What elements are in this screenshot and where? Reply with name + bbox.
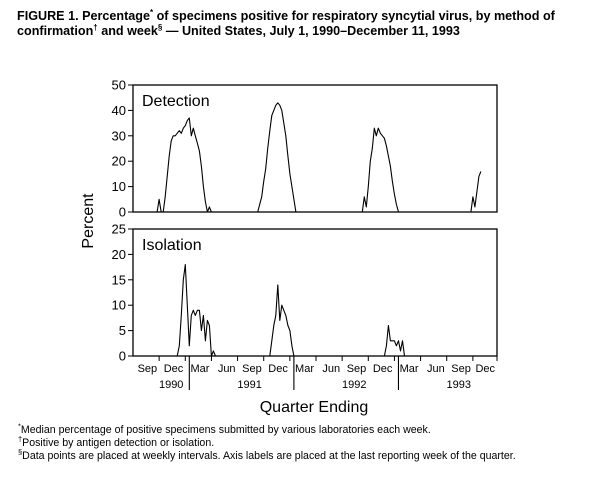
title-text-2: of specimens positive for respiratory sy… <box>17 9 555 38</box>
y-tick-label-2-10: 10 <box>112 298 126 313</box>
x-tick-label-5: Dec <box>268 363 288 375</box>
y-tick-label-1-50: 50 <box>112 78 126 93</box>
y-tick-label-1-10: 10 <box>112 179 126 194</box>
x-tick-label-8: Sep <box>347 363 367 375</box>
y-tick-label-1-0: 0 <box>119 205 126 220</box>
x-tick-label-12: Sep <box>451 363 471 375</box>
x-axis-title: Quarter Ending <box>260 399 369 416</box>
x-tick-label-0: Sep <box>138 363 158 375</box>
panel-label-1: Detection <box>142 93 210 110</box>
y-tick-label-2-15: 15 <box>112 272 126 287</box>
footnote-1: *Median percentage of positive specimens… <box>18 421 598 436</box>
y-tick-label-1-30: 30 <box>112 128 126 143</box>
series-line-1 <box>133 102 482 213</box>
footnote-3-mark: § <box>18 447 23 457</box>
footnote-3-text: Data points are placed at weekly interva… <box>22 450 516 462</box>
x-tick-label-1: Dec <box>164 363 184 375</box>
title-text-3: and week <box>97 24 158 38</box>
x-tick-label-4: Sep <box>242 363 262 375</box>
footnote-1-mark: * <box>18 421 21 431</box>
x-tick-label-11: Jun <box>427 363 445 375</box>
year-label-1: 1991 <box>237 379 261 391</box>
year-label-2: 1992 <box>342 379 366 391</box>
title-mark-2: † <box>93 22 98 32</box>
y-tick-label-2-0: 0 <box>119 349 126 364</box>
year-label-3: 1993 <box>447 379 471 391</box>
y-tick-label-2-20: 20 <box>112 247 126 262</box>
footnote-3: §Data points are placed at weekly interv… <box>18 447 598 462</box>
x-tick-label-6: Mar <box>295 363 314 375</box>
title-mark-1: * <box>149 7 154 17</box>
title-text-4: — United States, July 1, 1990–December 1… <box>162 24 460 38</box>
footnote-2-text: Positive by antigen detection or isolati… <box>22 437 215 449</box>
x-tick-label-13: Dec <box>475 363 495 375</box>
year-label-0: 1990 <box>159 379 183 391</box>
footnote-1-text: Median percentage of positive specimens … <box>20 424 431 436</box>
x-tick-label-3: Jun <box>218 363 236 375</box>
x-tick-label-2: Mar <box>190 363 209 375</box>
series-line-2 <box>133 264 497 357</box>
y-tick-label-2-25: 25 <box>112 222 126 237</box>
y-tick-label-1-20: 20 <box>112 154 126 169</box>
y-tick-label-1-40: 40 <box>112 103 126 118</box>
panel-label-2: Isolation <box>142 237 202 254</box>
title-mark-3: § <box>157 22 163 32</box>
figure-title: FIGURE 1. Percentage* of specimens posit… <box>17 7 592 39</box>
x-tick-label-10: Mar <box>400 363 419 375</box>
footnote-2-mark: † <box>18 434 23 444</box>
y-axis-title: Percent <box>80 193 97 249</box>
x-tick-label-9: Dec <box>373 363 393 375</box>
x-tick-label-7: Jun <box>322 363 340 375</box>
y-tick-label-2-5: 5 <box>119 323 126 338</box>
title-text-1: FIGURE 1. Percentage <box>17 9 150 23</box>
footnote-2: †Positive by antigen detection or isolat… <box>18 434 598 449</box>
